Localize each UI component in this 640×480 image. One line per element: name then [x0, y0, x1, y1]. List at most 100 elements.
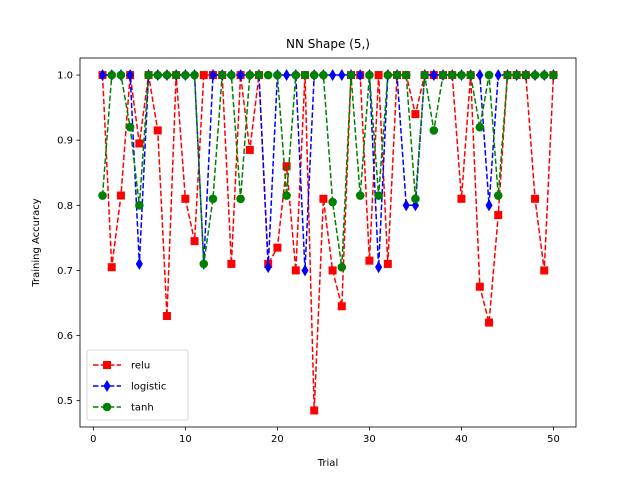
- data-point-logistic: [430, 69, 438, 82]
- data-point-relu: [116, 191, 125, 200]
- x-tick-label: 20: [271, 434, 284, 445]
- data-point-logistic: [301, 264, 309, 277]
- data-point-logistic: [135, 257, 143, 270]
- data-point-logistic: [236, 69, 245, 82]
- legend-item-logistic: logistic: [93, 380, 166, 393]
- data-point-relu: [245, 145, 254, 154]
- data-point-logistic: [485, 199, 493, 212]
- data-point-tanh: [530, 70, 540, 80]
- data-point-relu: [199, 71, 208, 80]
- data-point-tanh: [429, 126, 439, 135]
- data-point-tanh: [484, 70, 494, 80]
- data-point-logistic: [98, 69, 107, 82]
- data-point-tanh: [549, 70, 558, 80]
- data-point-relu: [190, 237, 199, 246]
- data-point-logistic: [338, 69, 346, 82]
- x-axis-label: Trial: [317, 458, 338, 469]
- data-point-logistic: [264, 261, 272, 274]
- y-tick-label: 0.6: [57, 331, 73, 342]
- data-point-relu: [162, 312, 171, 321]
- legend-swatch-marker: [102, 402, 112, 412]
- data-point-tanh: [107, 70, 117, 80]
- data-point-tanh: [457, 70, 466, 80]
- data-point-tanh: [291, 70, 301, 80]
- data-point-relu: [181, 194, 190, 203]
- data-point-logistic: [402, 199, 410, 212]
- data-point-relu: [540, 266, 549, 275]
- data-point-logistic: [329, 69, 337, 82]
- data-point-tanh: [328, 197, 337, 207]
- data-point-tanh: [236, 194, 245, 204]
- data-point-tanh: [199, 259, 209, 269]
- data-point-relu: [153, 126, 162, 135]
- data-point-relu: [107, 263, 116, 272]
- x-tick-label: 50: [547, 434, 560, 445]
- data-point-relu: [411, 110, 420, 119]
- data-point-tanh: [337, 262, 347, 272]
- data-point-relu: [374, 71, 383, 80]
- data-point-relu: [457, 194, 466, 203]
- data-point-tanh: [365, 70, 374, 80]
- data-point-relu: [282, 162, 291, 171]
- plot-area: [98, 69, 558, 415]
- data-point-logistic: [209, 69, 217, 82]
- data-point-tanh: [181, 70, 190, 80]
- data-point-tanh: [273, 70, 282, 80]
- y-tick-label: 0.5: [57, 396, 73, 407]
- data-point-tanh: [401, 70, 411, 80]
- x-tick-label: 10: [179, 434, 192, 445]
- legend-item-tanh: tanh: [93, 403, 154, 414]
- data-point-tanh: [190, 70, 199, 80]
- x-tick-label: 40: [455, 434, 468, 445]
- data-point-tanh: [392, 70, 402, 80]
- data-point-tanh: [420, 70, 429, 80]
- data-point-relu: [328, 266, 337, 275]
- data-point-tanh: [245, 70, 255, 80]
- data-point-relu: [485, 318, 494, 327]
- data-point-tanh: [162, 70, 172, 80]
- data-point-relu: [273, 243, 282, 252]
- data-point-tanh: [319, 70, 328, 80]
- legend-item-relu: relu: [93, 361, 150, 372]
- data-point-relu: [135, 139, 144, 148]
- legend-swatch-marker: [103, 361, 111, 369]
- data-point-relu: [319, 194, 328, 203]
- data-point-logistic: [375, 261, 383, 274]
- data-point-logistic: [494, 69, 502, 82]
- data-point-tanh: [475, 122, 485, 132]
- data-point-tanh: [254, 70, 264, 80]
- data-point-tanh: [374, 191, 383, 200]
- data-point-tanh: [411, 194, 420, 204]
- legend-label: logistic: [131, 382, 166, 393]
- data-point-tanh: [153, 70, 163, 80]
- data-point-tanh: [521, 70, 531, 80]
- data-point-relu: [531, 194, 540, 203]
- series-tanh: [98, 70, 558, 272]
- legend-swatch-marker: [103, 380, 111, 392]
- axis-ticks: 0 10 20 30 40 50 0.5 0.6 0.7 0.8 0.9 1.0: [57, 71, 560, 445]
- data-point-tanh: [309, 70, 319, 80]
- data-point-tanh: [383, 70, 393, 80]
- data-point-tanh: [512, 70, 521, 80]
- data-point-logistic: [476, 69, 484, 82]
- data-point-logistic: [356, 69, 364, 82]
- data-point-tanh: [447, 70, 457, 80]
- data-point-tanh: [144, 70, 153, 80]
- data-point-tanh: [466, 70, 475, 80]
- y-tick-label: 0.9: [57, 136, 73, 147]
- legend-frame: [86, 349, 189, 421]
- y-tick-label: 0.7: [57, 266, 73, 277]
- y-axis-label: Training Accuracy: [31, 198, 42, 287]
- data-point-tanh: [227, 70, 236, 80]
- series-line-relu: [101, 74, 555, 411]
- data-point-tanh: [208, 194, 218, 204]
- y-tick-label: 0.8: [57, 201, 73, 212]
- data-point-tanh: [116, 70, 126, 80]
- data-point-tanh: [135, 201, 144, 210]
- chart-title: NN Shape (5,): [286, 37, 370, 51]
- data-point-relu: [365, 256, 374, 265]
- data-point-logistic: [283, 69, 291, 82]
- data-point-tanh: [98, 191, 107, 200]
- data-point-relu: [475, 282, 484, 291]
- data-point-tanh: [503, 70, 512, 80]
